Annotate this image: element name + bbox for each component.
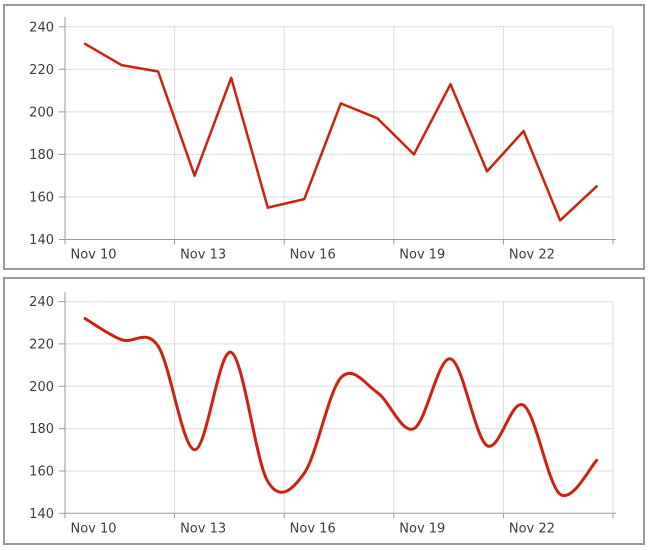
y-axis-tick-label: 200 (29, 105, 54, 120)
gridlines (65, 26, 614, 240)
y-axis-tick-label: 180 (29, 422, 54, 437)
spline-line-chart: 140 160 180 200 220 240 Nov 10 Nov 13 Nov 16 Nov … (29, 291, 616, 536)
y-axis-tick-label: 180 (29, 148, 54, 163)
x-axis-tick-label: Nov 13 (180, 248, 226, 263)
x-axis-tick-label: Nov 16 (290, 521, 336, 536)
axis-labels: 140 160 180 200 220 240 Nov 10 Nov 13 Nov 16 Nov … (29, 295, 555, 536)
y-axis-tick-label: 160 (29, 465, 54, 480)
x-axis-tick-label: Nov 22 (509, 521, 555, 536)
y-axis-tick-label: 160 (29, 191, 54, 206)
x-axis-tick-label: Nov 13 (180, 521, 226, 536)
x-axis-tick-label: Nov 22 (509, 248, 555, 263)
x-axis-tick-label: Nov 19 (399, 248, 445, 263)
linear-line-chart-panel: 140 160 180 200 220 240 Nov 10 Nov 13 Nov 16 Nov … (3, 4, 645, 270)
y-axis-tick-label: 140 (29, 507, 54, 522)
y-axis-tick-label: 240 (29, 295, 54, 310)
axes (59, 291, 616, 519)
axis-labels: 140 160 180 200 220 240 Nov 10 Nov 13 Nov 16 Nov … (29, 20, 555, 262)
spline-line-chart-panel: 140 160 180 200 220 240 Nov 10 Nov 13 Nov 16 Nov … (3, 277, 645, 545)
x-axis-tick-label: Nov 16 (290, 248, 336, 263)
series-line-spline (83, 317, 599, 498)
y-axis-tick-label: 240 (29, 20, 54, 35)
linear-line-chart: 140 160 180 200 220 240 Nov 10 Nov 13 Nov 16 Nov … (29, 16, 616, 263)
y-axis-tick-label: 220 (29, 63, 54, 78)
y-axis-tick-label: 200 (29, 380, 54, 395)
y-axis-tick-label: 140 (29, 233, 54, 248)
x-axis-tick-label: Nov 10 (70, 248, 116, 263)
x-axis-tick-label: Nov 19 (399, 521, 445, 536)
x-axis-tick-label: Nov 10 (70, 521, 116, 536)
series-line-linear (83, 42, 598, 222)
gridlines (65, 301, 614, 514)
axes (59, 16, 616, 245)
y-axis-tick-label: 220 (29, 337, 54, 352)
